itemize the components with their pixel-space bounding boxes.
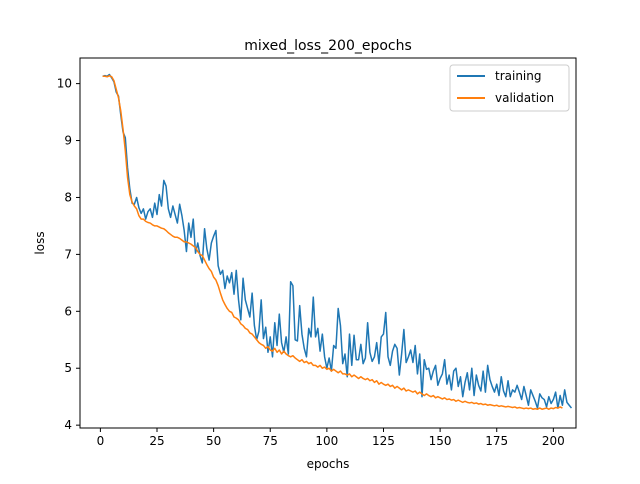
x-axis: 0 25 50 75 100 125 150 175 200 [97, 428, 565, 448]
y-axis: 4 5 6 7 8 9 10 [57, 77, 80, 432]
x-tick-label: 0 [97, 434, 105, 448]
y-tick-label: 5 [64, 361, 72, 375]
y-tick-label: 4 [64, 418, 72, 432]
legend: training validation [449, 64, 570, 112]
y-tick-label: 10 [57, 77, 72, 91]
x-tick-label: 50 [206, 434, 221, 448]
y-tick-label: 6 [64, 304, 72, 318]
y-tick-label: 8 [64, 190, 72, 204]
series-line-validation [102, 74, 563, 410]
series-line-training [102, 73, 573, 409]
plot-area [102, 73, 573, 410]
x-tick-label: 100 [315, 434, 338, 448]
y-tick-label: 9 [64, 134, 72, 148]
x-axis-label: epochs [307, 457, 350, 471]
y-tick-label: 7 [64, 247, 72, 261]
y-axis-label: loss [33, 231, 47, 254]
x-tick-label: 25 [149, 434, 164, 448]
axes-frame [79, 57, 577, 429]
x-tick-label: 75 [263, 434, 278, 448]
x-tick-label: 125 [372, 434, 395, 448]
x-tick-label: 175 [485, 434, 508, 448]
x-tick-label: 150 [429, 434, 452, 448]
legend-label-validation: validation [495, 91, 554, 105]
legend-label-training: training [495, 69, 542, 83]
chart-title: mixed_loss_200_epochs [244, 38, 412, 54]
x-tick-label: 200 [542, 434, 565, 448]
